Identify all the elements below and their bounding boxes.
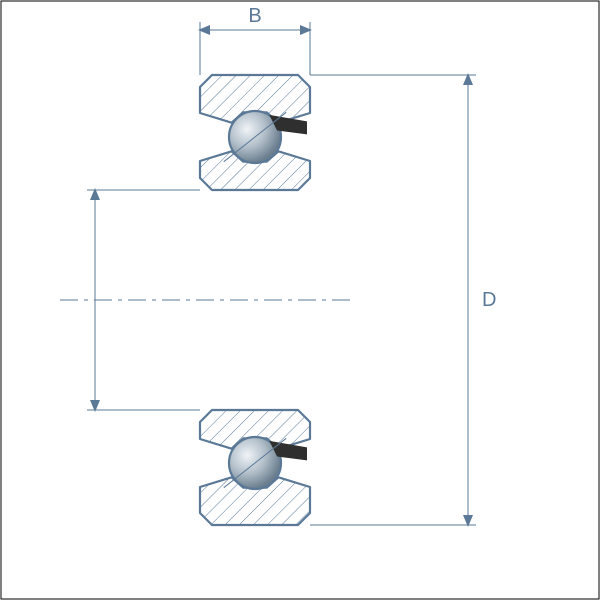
- dim-label-width: B: [248, 5, 261, 27]
- dim-label-outer-d: D: [482, 289, 496, 311]
- bearing-cross-section-drawing: BD: [0, 0, 600, 600]
